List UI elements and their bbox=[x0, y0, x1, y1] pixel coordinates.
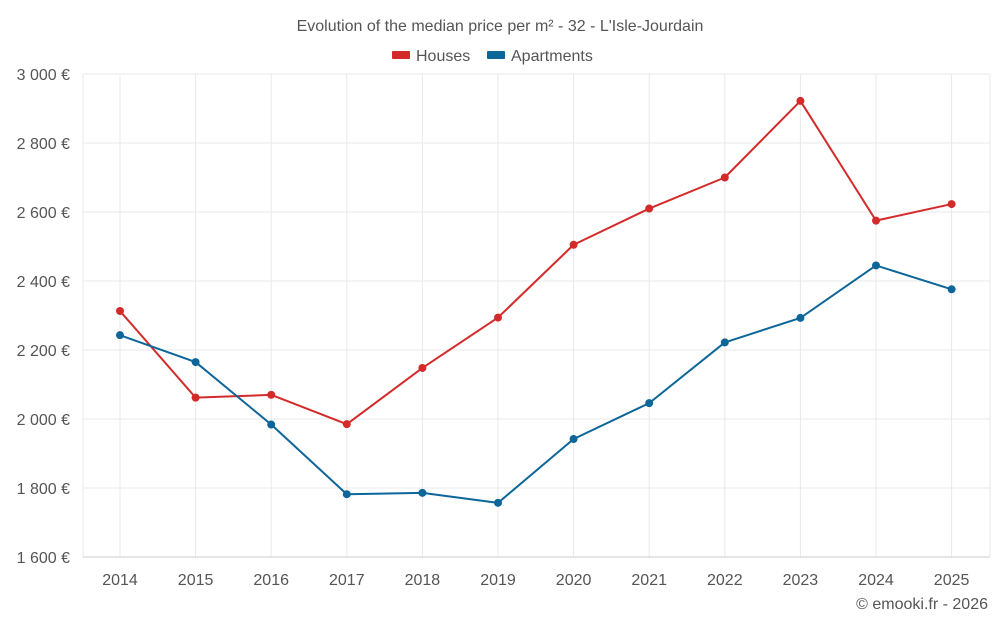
data-point-apartments[interactable] bbox=[569, 435, 578, 444]
data-point-apartments[interactable] bbox=[116, 331, 124, 340]
data-point-houses[interactable] bbox=[872, 216, 880, 225]
x-tick-label: 2018 bbox=[405, 572, 441, 589]
legend-item-houses[interactable]: Houses bbox=[392, 48, 470, 65]
data-point-apartments[interactable] bbox=[645, 399, 654, 408]
series-houses bbox=[116, 96, 956, 429]
data-point-houses[interactable] bbox=[947, 200, 956, 209]
legend-label-apartments: Apartments bbox=[511, 48, 593, 65]
data-point-apartments[interactable] bbox=[267, 420, 276, 429]
data-point-apartments[interactable] bbox=[796, 313, 805, 322]
x-axis: 2014 2015 2016 2017 2018 2019 2020 2021 2022 2023… bbox=[83, 556, 990, 589]
series-line-houses bbox=[119, 99, 953, 426]
data-point-houses[interactable] bbox=[720, 173, 729, 182]
legend-label-houses: Houses bbox=[416, 48, 470, 65]
x-tick-label: 2022 bbox=[707, 572, 743, 589]
series-apartments bbox=[116, 261, 956, 507]
legend-swatch-houses bbox=[392, 51, 410, 59]
data-point-apartments[interactable] bbox=[720, 338, 729, 347]
x-tick-label: 2014 bbox=[102, 572, 138, 589]
data-point-apartments[interactable] bbox=[494, 498, 502, 507]
x-tick-label: 2024 bbox=[858, 572, 894, 589]
data-point-houses[interactable] bbox=[796, 96, 805, 105]
x-tick-label: 2021 bbox=[631, 572, 667, 589]
y-tick-label: 2 200 € bbox=[17, 343, 70, 360]
data-point-houses[interactable] bbox=[191, 393, 200, 402]
data-point-houses[interactable] bbox=[494, 313, 502, 322]
x-tick-label: 2023 bbox=[783, 572, 819, 589]
data-point-apartments[interactable] bbox=[191, 358, 200, 367]
y-tick-label: 2 800 € bbox=[17, 136, 70, 153]
series-layer bbox=[116, 96, 956, 507]
y-axis: 1 600 € 1 800 € 2 000 € 2 200 € 2 400 € 2 600… bbox=[17, 67, 70, 567]
data-point-houses[interactable] bbox=[569, 240, 578, 249]
data-point-apartments[interactable] bbox=[947, 285, 956, 294]
data-point-houses[interactable] bbox=[342, 420, 351, 429]
y-tick-label: 3 000 € bbox=[17, 67, 70, 84]
x-tick-label: 2016 bbox=[253, 572, 289, 589]
data-point-apartments[interactable] bbox=[872, 261, 880, 270]
series-line-apartments bbox=[119, 264, 953, 504]
chart-title: Evolution of the median price per m² - 3… bbox=[297, 18, 704, 35]
legend-swatch-apartments bbox=[487, 51, 505, 59]
gridlines bbox=[82, 73, 991, 558]
y-tick-label: 2 000 € bbox=[17, 412, 70, 429]
data-point-apartments[interactable] bbox=[342, 490, 351, 499]
data-point-houses[interactable] bbox=[418, 363, 427, 372]
x-tick-label: 2020 bbox=[556, 572, 592, 589]
data-point-houses[interactable] bbox=[267, 390, 276, 399]
y-tick-label: 1 600 € bbox=[17, 550, 70, 567]
credit-text: © emooki.fr - 2026 bbox=[856, 596, 988, 613]
legend-item-apartments[interactable]: Apartments bbox=[487, 48, 593, 65]
data-point-houses[interactable] bbox=[645, 204, 654, 213]
legend[interactable]: Houses Apartments bbox=[392, 48, 593, 65]
y-tick-label: 1 800 € bbox=[17, 481, 70, 498]
x-tick-label: 2017 bbox=[329, 572, 365, 589]
data-point-houses[interactable] bbox=[116, 307, 124, 316]
y-tick-label: 2 600 € bbox=[17, 205, 70, 222]
x-tick-label: 2025 bbox=[934, 572, 970, 589]
y-tick-label: 2 400 € bbox=[17, 274, 70, 291]
data-point-apartments[interactable] bbox=[418, 488, 427, 497]
x-tick-label: 2019 bbox=[480, 572, 516, 589]
x-tick-label: 2015 bbox=[178, 572, 214, 589]
